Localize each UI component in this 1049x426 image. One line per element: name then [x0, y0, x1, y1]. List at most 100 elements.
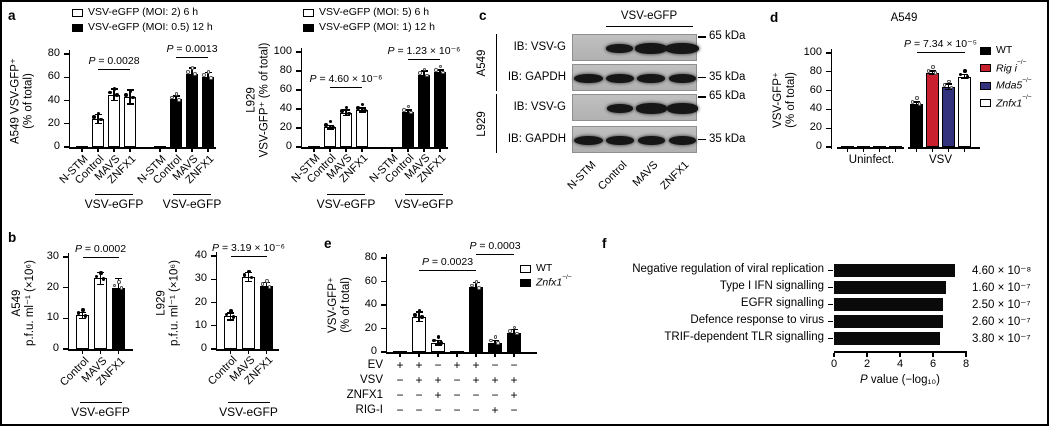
error-bar-cap: [245, 280, 252, 283]
y-axis: [215, 252, 217, 351]
y-tick: [825, 71, 831, 73]
x-tick-label: 8: [962, 358, 970, 370]
matrix-value: −: [396, 388, 404, 402]
y-tick-label: 20: [46, 280, 59, 293]
error-bar-cap: [342, 115, 350, 117]
error-bar: [418, 312, 420, 322]
x-tick: [175, 148, 177, 152]
p-value: P = 3.19 × 10⁻⁶: [212, 242, 285, 254]
p-value: P = 0.0023: [421, 256, 474, 268]
data-point: [933, 71, 938, 76]
error-bar: [407, 109, 409, 114]
data-point: [119, 286, 124, 290]
x-group-label: VSV-eGFP: [84, 197, 144, 211]
error-bar-cap: [326, 124, 334, 126]
data-point: [477, 286, 481, 290]
x-tick: [862, 148, 865, 152]
error-bar-cap: [434, 344, 442, 346]
x-tick: [265, 350, 268, 354]
y-tick: [825, 146, 831, 148]
p-value-line: [916, 52, 965, 54]
data-point: [112, 283, 117, 288]
error-bar-cap: [204, 81, 212, 83]
error-bar-cap: [110, 99, 118, 102]
y-tick: [380, 257, 386, 259]
legend-label: Mda5−/−: [996, 76, 1032, 92]
panel-label-f: f: [602, 236, 607, 251]
data-point: [108, 90, 112, 95]
blot-image: [572, 94, 698, 121]
error-bar-cap: [342, 109, 350, 111]
legend-label: WT: [996, 44, 1013, 56]
y-tick-label: 60: [809, 83, 822, 96]
data-point: [434, 68, 438, 72]
error-bar-cap: [227, 319, 234, 321]
data-point: [247, 269, 251, 274]
error-bar: [947, 84, 950, 90]
x-tick: [407, 148, 409, 152]
error-bar-cap: [79, 317, 86, 320]
x-tick: [439, 148, 441, 152]
x-group-label: VSV-eGFP: [316, 197, 376, 211]
x-axis: [68, 147, 216, 149]
matrix-value: −: [453, 373, 461, 387]
error-bar-cap: [404, 109, 412, 111]
y-tick: [210, 348, 216, 350]
x-axis: [215, 349, 279, 351]
data-point: [81, 307, 85, 312]
data-point: [206, 69, 211, 74]
y-tick-label: 80: [47, 47, 60, 59]
y-tick-label: 0: [52, 342, 59, 354]
x-tick: [894, 148, 897, 152]
bar: [841, 146, 854, 149]
data-point: [360, 102, 365, 107]
matrix-value: −: [415, 388, 423, 402]
error-bar-cap: [929, 74, 936, 76]
data-point: [229, 309, 233, 313]
blot-row-label: IB: VSV-G: [513, 40, 566, 53]
error-bar: [129, 90, 131, 104]
error-bar-cap: [929, 70, 936, 72]
y-tick-label: 20: [364, 321, 377, 334]
kda-tick: [698, 96, 706, 98]
error-bar-cap: [913, 101, 920, 103]
x-group-line: [227, 402, 270, 404]
x-tick: [113, 148, 115, 152]
error-bar: [191, 67, 193, 80]
data-point: [347, 111, 351, 116]
error-bar: [437, 340, 439, 345]
matrix-value: +: [415, 358, 423, 372]
x-tick: [475, 353, 477, 357]
p-value: P = 0.0003: [469, 240, 521, 252]
blot-image: [572, 126, 697, 153]
data-point: [926, 68, 931, 73]
matrix-value: +: [396, 358, 404, 372]
error-bar-cap: [115, 277, 122, 280]
x-tick: [247, 350, 250, 354]
y-tick-label: 0: [370, 345, 377, 357]
y-tick-label: 80: [364, 251, 377, 263]
data-point: [324, 123, 328, 127]
kda-tick: [698, 76, 706, 79]
y-tick: [380, 280, 386, 283]
x-tick-label: 6: [929, 358, 937, 370]
matrix-value: +: [510, 388, 518, 402]
p-value-line: [98, 69, 130, 71]
data-point: [249, 275, 254, 280]
legend-label: VSV-eGFP (MOI: 1) 12 h: [319, 21, 435, 33]
bar: [450, 350, 464, 353]
data-point: [363, 108, 367, 113]
error-bar: [494, 340, 496, 345]
row-tick: [828, 303, 833, 306]
x-tick: [159, 148, 161, 152]
data-point: [128, 89, 133, 94]
legend-swatch: [980, 46, 991, 55]
category-label: TRIF-dependent TLR signalling: [664, 331, 824, 343]
data-point: [958, 72, 963, 77]
error-bar: [915, 101, 918, 106]
row-tick: [828, 320, 833, 323]
y-tick-label: 60: [364, 274, 377, 287]
